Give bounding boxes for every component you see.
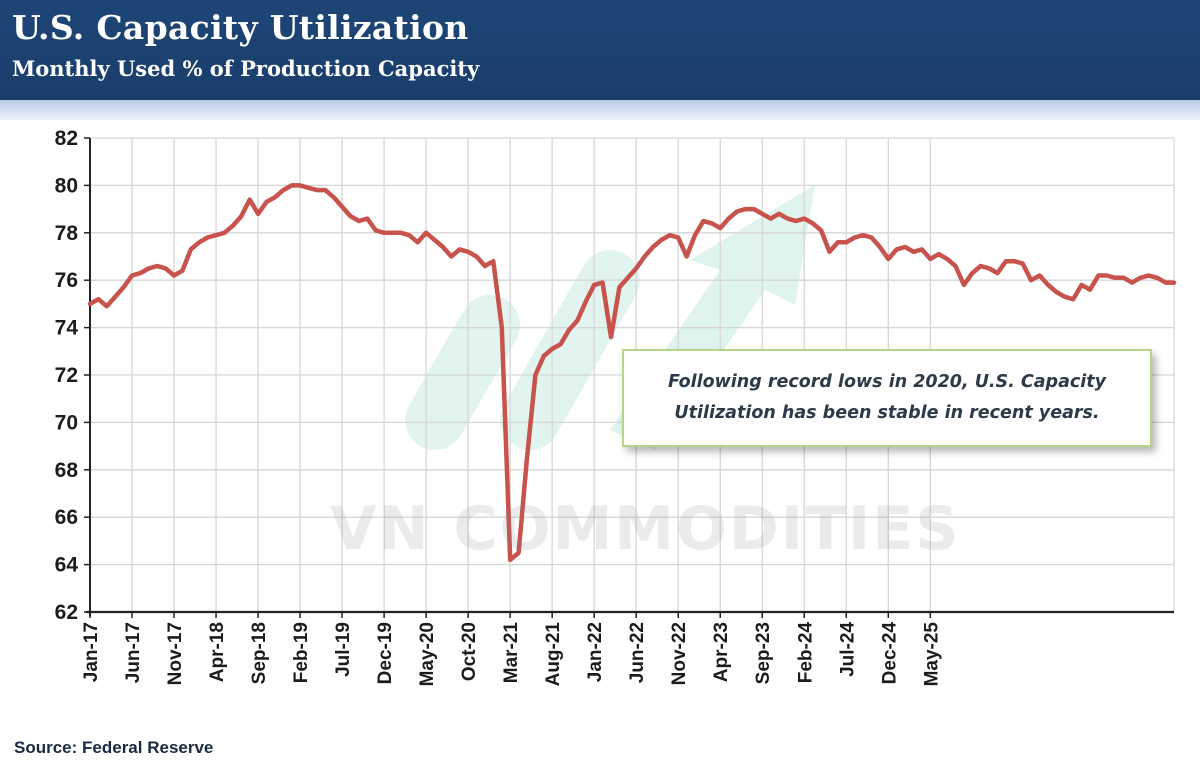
header-accent-bar	[0, 100, 1200, 120]
x-tick-label: Jan-22	[585, 622, 606, 682]
line-chart: 62 64 66 68 70 72 74 76 78 80 82 Jan-17 Jun-17 Nov-1…	[55, 127, 1177, 686]
x-tick-label: Nov-17	[165, 622, 186, 685]
annotation-callout: Following record lows in 2020, U.S. Capa…	[622, 349, 1152, 447]
watermark-text: VN COMMODITIES	[330, 494, 961, 564]
x-tick-label: Jun-17	[123, 622, 144, 683]
x-tick-label: Nov-22	[669, 622, 690, 685]
annotation-text: Following record lows in 2020, U.S. Capa…	[667, 372, 1107, 423]
x-tick-label: Feb-19	[291, 622, 312, 683]
chart-series	[87, 183, 1177, 563]
x-tick-label: Sep-18	[249, 622, 270, 684]
x-tick-label: Feb-24	[795, 622, 816, 684]
x-tick-label: Jan-17	[81, 622, 102, 682]
y-tick-label: 74	[55, 317, 79, 340]
y-tick-label: 80	[55, 174, 78, 197]
y-tick-label: 76	[55, 269, 78, 292]
x-axis-ticks: Jan-17 Jun-17 Nov-17 Apr-18 Sep-18 Feb-19 Jul-…	[81, 612, 942, 686]
y-tick-label: 70	[55, 411, 78, 434]
page-subtitle: Monthly Used % of Production Capacity	[12, 56, 480, 81]
page-title: U.S. Capacity Utilization	[12, 8, 469, 47]
x-tick-label: Mar-21	[501, 622, 522, 684]
y-axis-ticks: 62 64 66 68 70 72 74 76 78 80 82	[55, 127, 90, 624]
y-tick-label: 62	[55, 601, 78, 624]
series-line	[87, 183, 1177, 563]
x-tick-label: Dec-24	[879, 622, 900, 685]
watermark-arrow-stroke-2	[500, 250, 640, 450]
x-tick-label: May-25	[921, 622, 942, 687]
header: U.S. Capacity Utilization Monthly Used %…	[0, 0, 1200, 100]
x-tick-label: Aug-21	[543, 622, 564, 687]
y-tick-label: 64	[55, 554, 79, 577]
watermark-arrow-stroke-1	[405, 295, 520, 450]
x-tick-label: Oct-20	[459, 622, 480, 681]
x-tick-label: Sep-23	[753, 622, 774, 684]
y-tick-label: 82	[55, 127, 78, 150]
x-tick-label: Apr-23	[711, 622, 732, 682]
y-tick-label: 66	[55, 506, 78, 529]
source-label: Source: Federal Reserve	[14, 738, 214, 757]
x-tick-label: May-20	[417, 622, 438, 686]
y-tick-label: 68	[55, 459, 79, 482]
x-tick-label: Jul-24	[837, 622, 858, 677]
y-tick-label: 72	[55, 364, 78, 387]
x-tick-label: Jun-22	[627, 622, 648, 683]
y-tick-label: 78	[55, 222, 79, 245]
x-tick-label: Apr-18	[207, 622, 228, 682]
x-tick-label: Jul-19	[333, 622, 354, 677]
x-tick-label: Dec-19	[375, 622, 396, 684]
